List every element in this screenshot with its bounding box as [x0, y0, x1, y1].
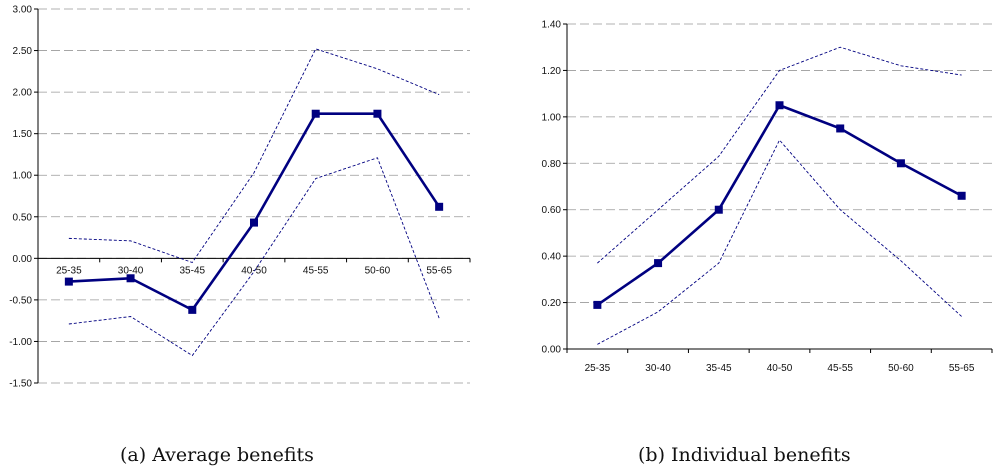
y-tick-label: -0.50 [9, 295, 32, 306]
y-tick-label: 3.00 [13, 5, 33, 16]
y-tick-label: 1.00 [542, 112, 562, 123]
caption-text: Individual benefits [671, 444, 851, 466]
data-point-marker [775, 101, 784, 110]
y-tick-label: 1.00 [13, 171, 33, 182]
caption-average-benefits: (a) Average benefits [120, 444, 314, 466]
data-point-marker [714, 205, 723, 214]
x-tick-label: 50-60 [888, 363, 914, 374]
chart-panel-average-benefits: 3.00 2.50 2.00 1.50 1.00 0.50 0.00 -0.50 -1.00 -1… [9, 5, 471, 466]
series-line-estimate [68, 112, 441, 312]
x-tick-label: 45-55 [303, 265, 329, 276]
y-tick-label: 0.80 [542, 159, 562, 170]
chart-panel-individual-benefits: 1.40 1.20 1.00 0.80 0.60 0.40 0.20 0.00 25-35 30-… [501, 0, 1002, 473]
caption-label: (a) [120, 444, 147, 466]
series-line-upper-bound [68, 48, 440, 264]
data-point-marker [836, 124, 845, 133]
series-line-upper-bound [597, 46, 962, 264]
data-point-marker [250, 218, 258, 227]
series-line-lower-bound [68, 157, 440, 357]
y-tick-label: 1.20 [542, 66, 562, 77]
caption-individual-benefits: (b) Individual benefits [638, 444, 851, 466]
y-tick-label: 0.60 [542, 205, 562, 216]
data-point-marker [188, 305, 197, 314]
x-tick-label: 45-55 [827, 363, 853, 374]
chart-average-benefits: 3.00 2.50 2.00 1.50 1.00 0.50 0.00 -0.50 -1.00 -1… [9, 5, 471, 390]
y-tick-label: 0.00 [542, 345, 562, 356]
y-tick-label: 0.40 [542, 252, 562, 263]
data-point-marker [593, 300, 602, 309]
series-line-lower-bound [597, 139, 962, 345]
caption-text: Average benefits [152, 444, 314, 466]
x-tick-label: 35-45 [706, 363, 732, 374]
y-tick-label: 0.20 [542, 298, 562, 309]
data-point-marker [957, 191, 966, 200]
data-point-marker [311, 109, 320, 118]
x-tick-label: 35-45 [179, 265, 205, 276]
data-point-marker [126, 274, 135, 283]
y-tick-label: 2.00 [13, 88, 33, 99]
caption-label: (b) [638, 444, 665, 466]
y-tick-label: -1.50 [9, 379, 32, 390]
x-tick-label: 55-65 [949, 363, 975, 374]
series-line-estimate [596, 103, 963, 306]
x-tick-label: 50-60 [365, 265, 391, 276]
chart-individual-benefits: 1.40 1.20 1.00 0.80 0.60 0.40 0.20 0.00 25-35 30-… [542, 20, 993, 374]
data-point-marker [896, 159, 905, 168]
data-point-marker [435, 202, 444, 211]
data-point-marker [64, 277, 73, 286]
y-tick-label: 0.00 [13, 254, 33, 265]
data-point-marker [373, 109, 382, 118]
y-tick-label: 1.50 [13, 129, 33, 140]
y-tick-label: 2.50 [13, 46, 33, 57]
x-tick-label: 40-50 [767, 363, 793, 374]
y-tick-label: 1.40 [542, 20, 562, 31]
y-tick-label: 0.50 [13, 212, 33, 223]
x-tick-label: 25-35 [56, 265, 82, 276]
x-tick-label: 25-35 [585, 363, 611, 374]
x-tick-label: 30-40 [118, 265, 144, 276]
y-tick-label: -1.00 [9, 337, 32, 348]
data-point-marker [654, 259, 663, 268]
x-tick-label: 30-40 [645, 363, 671, 374]
x-tick-label: 55-65 [426, 265, 452, 276]
